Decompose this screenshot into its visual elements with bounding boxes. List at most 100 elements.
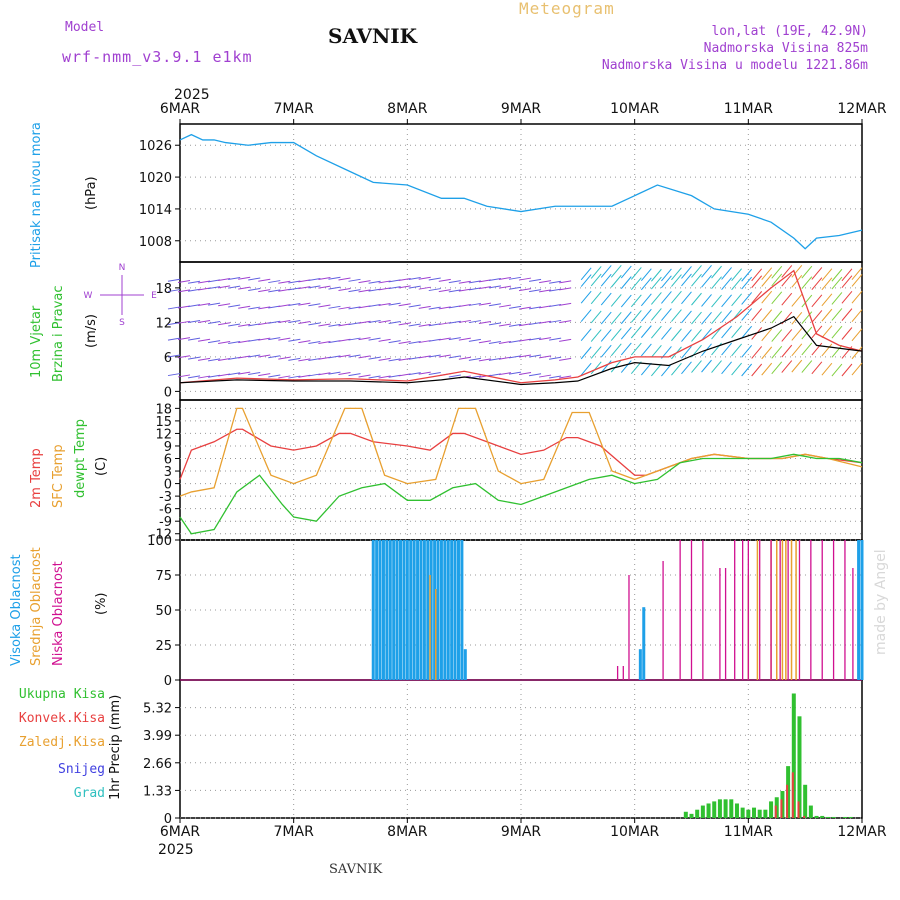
wind-barb	[388, 286, 401, 290]
wind-barb	[368, 304, 381, 308]
wind-barb	[610, 359, 622, 373]
wind-barb	[448, 337, 461, 341]
wind-barb	[368, 337, 381, 341]
x-tick-label-bottom: 8MAR	[387, 824, 428, 840]
wind-barb	[318, 372, 331, 376]
wind-barb	[438, 337, 451, 341]
wind-barb	[630, 325, 642, 339]
cloud-bar	[392, 540, 396, 680]
y-tick-label: 0	[164, 674, 172, 689]
wind-barb	[338, 306, 351, 310]
wind-barb	[791, 343, 803, 357]
wind-barb	[498, 323, 512, 327]
y-tick-label: 0	[164, 812, 172, 827]
wind-barb	[791, 294, 803, 307]
wind-barb	[741, 308, 753, 321]
wind-barb	[691, 265, 702, 278]
wind-barb	[278, 356, 291, 360]
wind-barb	[610, 264, 622, 278]
precip-bar	[797, 716, 802, 818]
wind-barb	[671, 328, 682, 342]
wind-barb	[438, 278, 451, 282]
wind-barb	[418, 323, 431, 327]
precip-bar	[803, 784, 808, 818]
wind-barb	[328, 323, 341, 327]
wind-barb	[248, 354, 261, 358]
wind-barb	[408, 323, 421, 327]
wind-barb	[448, 374, 461, 378]
temp-series-line-2	[179, 453, 863, 535]
wind-barb	[851, 346, 863, 360]
wind-barb	[258, 337, 271, 341]
wind-barb	[831, 345, 843, 358]
wind-barb	[559, 280, 572, 284]
wind-barb	[721, 294, 732, 308]
wind-barb	[661, 363, 672, 377]
model-label: Model	[65, 20, 105, 35]
wind-barb	[378, 357, 391, 361]
wind-barb	[711, 294, 722, 308]
wind-barb	[600, 329, 612, 342]
wind-barb	[398, 341, 411, 345]
wind-barb	[630, 361, 642, 375]
wind-barb	[811, 277, 823, 290]
wind-barb	[458, 304, 471, 308]
legend-snow: Snijeg	[58, 762, 105, 777]
wind-barb	[238, 323, 251, 327]
wind-barb	[198, 280, 211, 284]
wind-barb	[620, 265, 632, 279]
wind-barb	[498, 304, 512, 308]
wind-barb	[208, 340, 221, 344]
wind-barb	[298, 358, 311, 362]
precip-bar	[769, 801, 774, 818]
wind-barb	[640, 343, 652, 357]
wind-barb	[318, 276, 331, 280]
cloud-bar	[795, 540, 797, 680]
x-tick-label-bottom: 6MAR	[160, 824, 201, 840]
wind-barb	[761, 290, 773, 304]
wind-barb	[518, 354, 532, 358]
wind-barb	[600, 292, 612, 306]
cloud-bar	[734, 540, 736, 680]
cloud-bar	[402, 540, 406, 680]
y-tick-label: 0	[164, 385, 172, 400]
wind-barb	[528, 337, 542, 341]
y-tick-label: -9	[159, 515, 172, 530]
x-tick-label-top: 7MAR	[274, 101, 315, 117]
wind-barb	[177, 355, 191, 359]
year-label-bottom: 2025	[158, 842, 194, 858]
wind-barb	[488, 322, 502, 326]
wind-barb	[348, 373, 361, 377]
wind-barb	[741, 292, 753, 305]
wind-barb	[791, 274, 803, 288]
wind-barb	[448, 320, 461, 324]
wind-barb	[268, 320, 281, 324]
cloud-bar	[787, 540, 789, 680]
cloud-bar	[436, 540, 440, 680]
cloud-bar	[450, 540, 454, 680]
wind-barb	[781, 344, 793, 358]
wind-barb	[821, 277, 833, 291]
wind-barb	[831, 325, 843, 339]
wind-barb	[448, 280, 461, 284]
wind-barb	[851, 267, 863, 281]
wind-barb	[590, 273, 602, 287]
precip-bar	[763, 809, 768, 818]
wind-barb	[268, 355, 281, 359]
wind-barb	[488, 277, 502, 281]
wind-barb	[328, 305, 341, 309]
compass-east: E	[151, 291, 157, 301]
wind-barb	[620, 276, 632, 289]
wind-barb	[448, 355, 461, 359]
wind-barb	[580, 328, 592, 342]
y-tick-label: 15	[155, 415, 172, 430]
wind-barb	[408, 304, 421, 308]
wind-barb	[811, 342, 823, 356]
wind-barb	[238, 355, 251, 359]
wind-barb	[751, 363, 763, 377]
wind-barb	[841, 275, 853, 289]
wind-barb	[398, 285, 411, 289]
wind-barb	[328, 286, 341, 290]
wind-barb	[771, 361, 783, 375]
wind-barb	[378, 375, 391, 379]
